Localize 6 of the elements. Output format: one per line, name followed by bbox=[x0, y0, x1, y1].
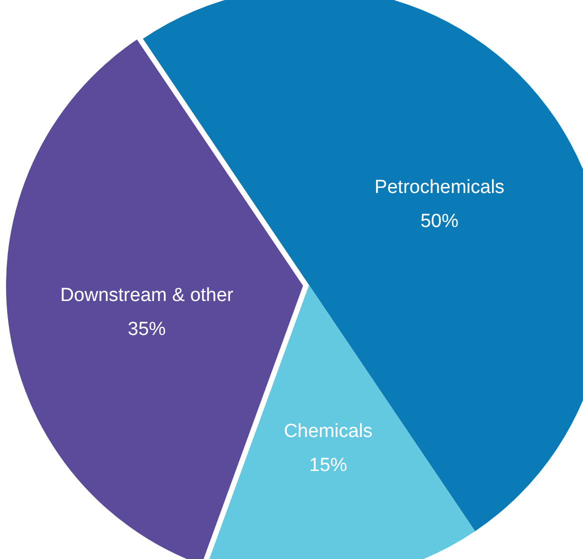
slice-label: Chemicals bbox=[284, 421, 373, 442]
slice-label: Petrochemicals bbox=[374, 176, 504, 198]
data-label: 50% bbox=[420, 210, 459, 232]
data-label: 15% bbox=[309, 455, 348, 476]
slice-label: Downstream & other bbox=[60, 284, 234, 306]
data-label: 35% bbox=[128, 318, 166, 340]
